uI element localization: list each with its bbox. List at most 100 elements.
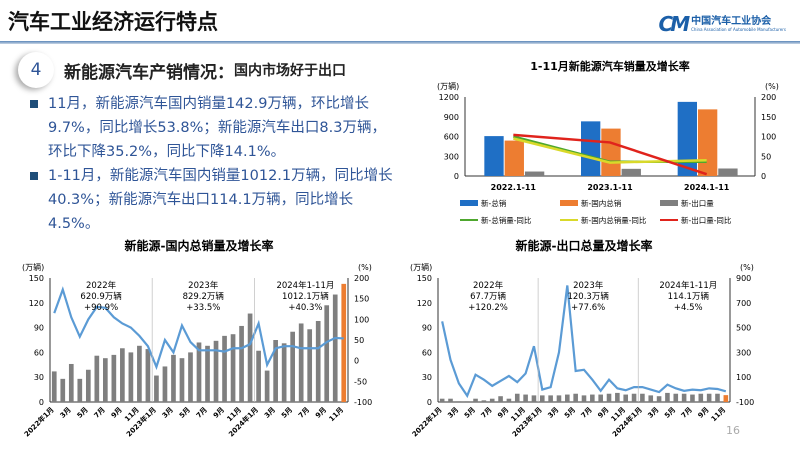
bar [631,393,637,402]
y2-axis-label: (%) [765,82,779,91]
section-number: 4 [18,52,54,88]
bar [273,340,278,402]
legend-label: 新-国内总销 [581,198,622,208]
logo: CM 中国汽车工业协会 China Association of Automob… [659,12,786,36]
y-tick-label: 600 [444,133,459,142]
year-annotation: +33.5% [186,303,220,313]
legend-swatch [560,200,578,206]
x-tick-label: 3月 [263,406,277,420]
bar [690,394,695,402]
legend-swatch [460,219,478,221]
x-tick-label: 2022年1月 [22,405,55,438]
bar [290,331,295,402]
year-annotation: 1012.1万辆 [282,291,329,302]
x-tick-label: 2024.1-11 [684,183,730,192]
year-annotation: 2022年 [473,280,504,291]
bar [111,354,117,402]
y-tick-label: 60 [422,348,432,357]
year-annotation: 114.1万辆 [668,291,710,302]
year-annotation: +40.3% [288,303,322,313]
x-tick-label: 9月 [212,406,226,420]
y2-tick-label: 100 [761,133,776,142]
bar-1 [601,128,621,176]
bar-1 [697,109,718,176]
year-annotation: 2022年 [86,280,117,291]
bar [456,401,462,402]
bar [154,375,159,402]
x-tick-label: 3月 [161,406,175,420]
x-tick-label: 5月 [76,406,90,420]
x-tick-label: 5月 [563,406,577,420]
bar [120,348,125,402]
x-tick-label: 3月 [646,406,660,420]
bullet-square-icon [30,172,38,180]
x-tick-label: 2022年1月 [410,405,443,438]
bar [137,345,142,402]
logo-text: 中国汽车工业协会 [691,16,772,27]
bar [85,369,91,402]
year-annotation: 120.3万辆 [567,291,609,302]
y2-tick-label: 150 [354,295,369,304]
y2-tick-label: 0 [761,172,766,181]
y2-tick-label: 150 [761,113,776,122]
y-tick-label: 30 [422,373,432,382]
y2-tick-label: -100 [736,398,754,407]
y-tick-label: 150 [417,274,432,283]
bar [706,393,712,402]
bar-2 [718,168,738,176]
y-axis-label: (万辆) [22,262,44,272]
bar [188,352,193,402]
y-tick-label: 90 [422,324,432,333]
x-tick-label: 5月 [280,406,294,420]
bar [640,393,645,402]
bar [556,395,562,402]
year-annotation: 2023年 [573,280,604,291]
chart-annual-sales: 1-11月新能源汽车销量及增长率 (万辆) (%) 0 300 600 900 1200 0 50… [437,59,779,225]
year-annotation: +4.5% [674,303,703,313]
bar-0 [581,121,601,176]
x-tick-label: 9月 [314,406,328,420]
x-tick-label: 5月 [463,406,477,420]
bar [581,395,587,402]
year-annotation: 620.9万辆 [80,291,122,302]
bullet-item: 11月，新能源汽车国内销量142.9万辆，环比增长9.7%，同比增长53.8%；… [30,92,395,164]
y-tick-label: 30 [34,373,44,382]
x-tick-label: 7月 [195,406,209,420]
bar [715,393,720,402]
bar [94,355,100,402]
legend-swatch [660,219,678,221]
bar-1 [504,140,524,176]
bar [68,363,74,402]
x-tick-label: 11月 [328,406,346,424]
bar [128,352,134,402]
growth-line-1 [513,137,707,164]
bar [673,393,679,402]
bar [464,401,470,402]
y-tick-label: 120 [417,299,432,308]
legend-label: 新-总销 [481,198,507,208]
y2-axis-label: (%) [358,263,372,272]
bar [506,398,512,402]
x-tick-label: 9月 [110,406,124,420]
page-title: 汽车工业经济运行特点 [8,10,218,34]
x-tick-label: 3月 [446,406,460,420]
bar [606,393,612,402]
y2-tick-label: 50 [761,152,771,161]
year-annotation: 2024年1-11月 [659,280,717,291]
bar [230,334,236,402]
bar [648,395,654,402]
bullet-item: 1-11月，新能源汽车国内销量1012.1万辆，同比增长40.3%；新能源汽车出… [30,164,395,236]
bar [324,305,330,402]
legend-label: 新-出口量-同比 [681,215,732,225]
bar [481,400,487,402]
bar [222,335,227,402]
bar [341,283,347,402]
chart-title: 1-11月新能源汽车销量及增长率 [530,59,690,73]
bar [307,329,313,402]
x-tick-label: 11月 [710,406,728,424]
bar [179,358,185,402]
bar [196,342,202,402]
bar [239,325,244,402]
x-tick-label: 7月 [680,406,694,420]
year-annotation: +90.9% [84,303,118,313]
